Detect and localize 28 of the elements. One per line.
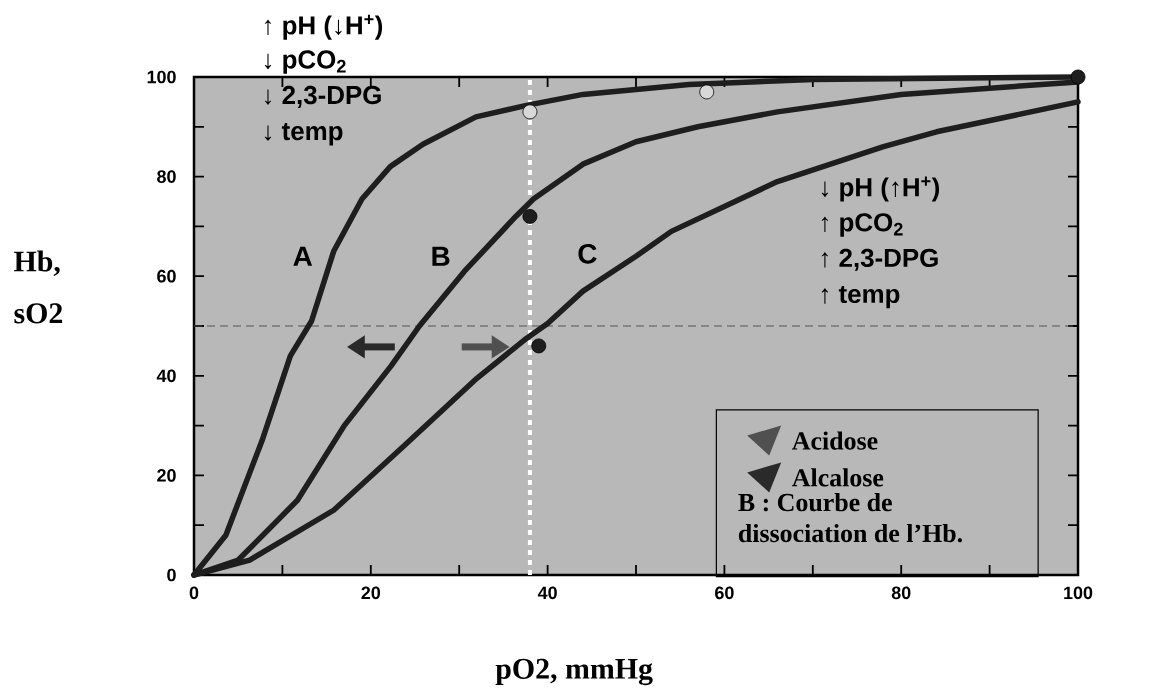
annotation: Acidose bbox=[792, 431, 878, 450]
series-label: A bbox=[293, 246, 313, 266]
x-tick-label: 60 bbox=[715, 586, 734, 600]
x-tick-label: 20 bbox=[361, 586, 381, 600]
x-tick-label: 0 bbox=[189, 586, 199, 600]
y-tick-label: 100 bbox=[147, 70, 176, 84]
annotation: ↓ 2,3-DPG bbox=[264, 85, 381, 108]
annotation: ↓ temp bbox=[264, 123, 343, 146]
x-tick-label: 40 bbox=[537, 586, 557, 600]
y-tick-label: 80 bbox=[157, 170, 176, 183]
series-label: C bbox=[578, 243, 597, 264]
annotation: ↑ 2,3-DPG bbox=[821, 248, 938, 271]
series-label: B bbox=[432, 246, 450, 266]
annotation: Alcalose bbox=[792, 468, 884, 487]
text: ↑ pH (↓H$^{+}$) bbox=[264, 14, 383, 40]
text: ↓ pCO$_{2}$ bbox=[264, 50, 346, 74]
annotation: ↓ pH (↑H$^{+}$) bbox=[821, 176, 940, 202]
annotation: ↑ pCO$_{2}$ bbox=[821, 213, 903, 237]
annotation: B : Courbe de dissociation de l’Hb. bbox=[738, 493, 962, 543]
y-tick-label: 60 bbox=[157, 269, 176, 283]
x-tick-label: 100 bbox=[1064, 586, 1093, 600]
y-tick-label: 40 bbox=[156, 369, 176, 383]
y-tick-label: 20 bbox=[157, 469, 176, 482]
x-tick-label: 80 bbox=[891, 586, 911, 600]
annotation: ↑ temp bbox=[821, 285, 900, 309]
y-axis-title: Hb, sO2 bbox=[14, 250, 63, 324]
y-tick-label: 0 bbox=[167, 568, 176, 582]
x-axis-title: pO2, mmHg bbox=[495, 658, 653, 686]
